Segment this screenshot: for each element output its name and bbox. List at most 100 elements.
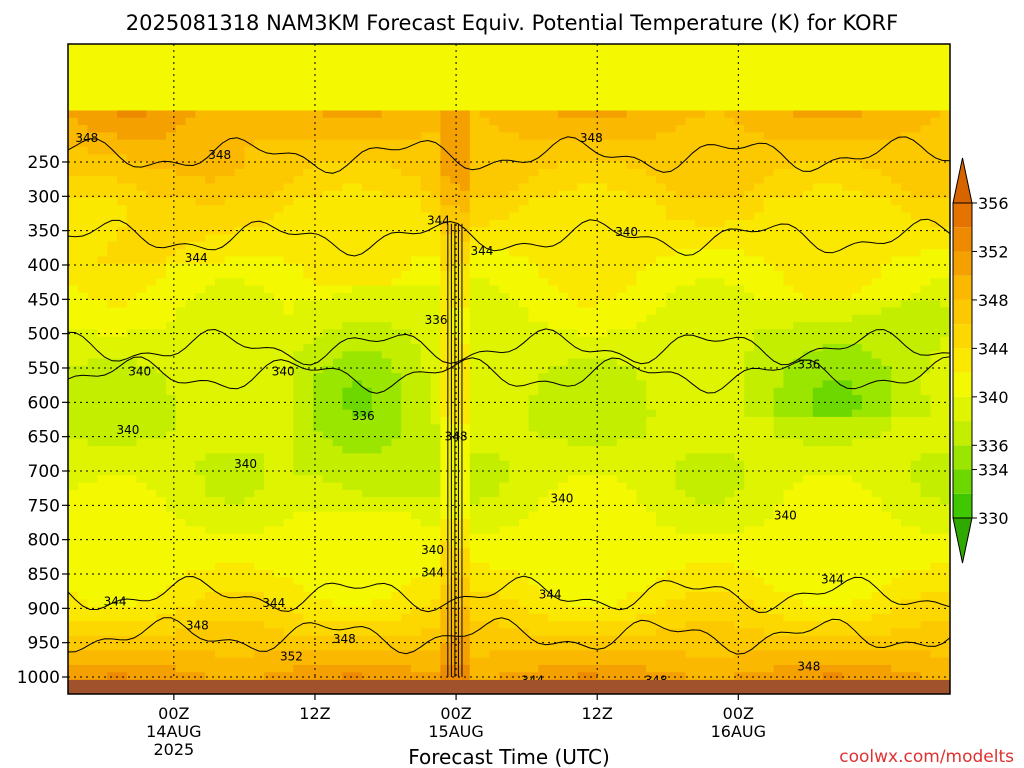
field-cell	[371, 431, 383, 440]
field-cell	[156, 467, 167, 476]
field-cell	[567, 365, 579, 374]
field-cell	[264, 198, 275, 206]
field-cell	[822, 154, 833, 163]
field-cell	[117, 300, 128, 309]
field-cell	[313, 132, 324, 141]
field-cell	[793, 395, 804, 403]
field-cell	[558, 329, 569, 338]
field-cell	[283, 270, 294, 279]
field-cell	[665, 322, 677, 330]
field-cell	[264, 402, 275, 411]
field-cell	[665, 176, 677, 185]
field-cell	[852, 365, 863, 374]
field-cell	[166, 409, 177, 418]
field-cell	[303, 292, 314, 301]
field-cell	[597, 205, 608, 214]
field-cell	[342, 365, 353, 374]
field-cell	[567, 307, 579, 316]
field-cell	[842, 402, 853, 411]
field-cell	[518, 446, 530, 454]
field-cell	[685, 110, 696, 119]
field-cell	[107, 351, 118, 360]
field-cell	[558, 285, 569, 294]
field-cell	[597, 161, 608, 170]
field-cell	[665, 249, 677, 257]
field-cell	[303, 416, 314, 425]
field-cell	[273, 387, 285, 396]
field-cell	[97, 511, 108, 520]
field-cell	[381, 263, 392, 272]
field-cell	[656, 234, 667, 243]
field-cell	[332, 139, 343, 148]
field-cell	[352, 212, 363, 221]
field-cell	[793, 154, 804, 163]
field-cell	[460, 168, 471, 177]
field-cell	[940, 314, 950, 323]
field-cell	[126, 132, 138, 141]
field-cell	[783, 241, 794, 250]
field-cell	[146, 387, 157, 396]
field-cell	[665, 183, 677, 192]
field-cell	[205, 139, 216, 148]
field-cell	[215, 358, 226, 367]
field-cell	[244, 176, 255, 185]
field-cell	[567, 234, 579, 243]
field-cell	[411, 373, 422, 382]
field-cell	[763, 183, 775, 192]
field-cell	[509, 227, 520, 236]
field-cell	[705, 125, 716, 133]
field-cell	[146, 278, 157, 287]
field-cell	[861, 190, 873, 199]
field-cell	[881, 168, 892, 177]
field-cell	[303, 511, 314, 520]
field-cell	[254, 292, 265, 301]
field-cell	[430, 198, 441, 206]
field-cell	[626, 198, 637, 206]
field-cell	[607, 132, 618, 141]
field-cell	[910, 110, 922, 119]
field-cell	[646, 467, 657, 476]
field-cell	[567, 314, 579, 323]
field-cell	[352, 146, 363, 155]
field-cell	[362, 467, 373, 476]
field-cell	[842, 168, 853, 177]
field-cell	[822, 475, 833, 484]
field-cell	[793, 343, 804, 352]
field-cell	[156, 416, 167, 425]
field-cell	[264, 322, 275, 330]
field-cell	[146, 234, 157, 243]
field-cell	[665, 438, 677, 447]
field-cell	[68, 198, 79, 206]
field-cell	[509, 263, 520, 272]
field-cell	[126, 300, 138, 309]
field-cell	[342, 219, 353, 228]
field-cell	[244, 497, 255, 506]
field-cell	[283, 431, 294, 440]
field-cell	[793, 373, 804, 382]
field-cell	[773, 205, 784, 214]
field-cell	[587, 358, 598, 367]
field-cell	[842, 139, 853, 148]
field-cell	[842, 256, 853, 265]
field-cell	[126, 292, 138, 301]
field-cell	[509, 409, 520, 418]
field-cell	[861, 351, 873, 360]
field-cell	[685, 285, 696, 294]
field-cell	[126, 117, 138, 126]
field-cell	[665, 110, 677, 119]
field-cell	[842, 270, 853, 279]
field-cell	[156, 256, 167, 265]
field-cell	[773, 475, 784, 484]
field-cell	[577, 322, 588, 330]
field-cell	[273, 511, 285, 520]
field-cell	[420, 424, 432, 433]
field-cell	[283, 241, 294, 250]
field-cell	[371, 212, 383, 221]
field-cell	[538, 402, 549, 411]
field-cell	[842, 300, 853, 309]
field-cell	[469, 307, 481, 316]
field-cell	[215, 307, 226, 316]
field-cell	[195, 132, 206, 141]
field-cell	[244, 482, 255, 491]
field-cell	[264, 351, 275, 360]
